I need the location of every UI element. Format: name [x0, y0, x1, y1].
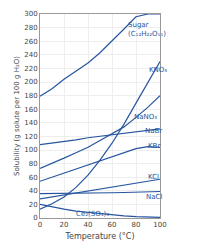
svg-text:0: 0 [38, 221, 42, 229]
svg-text:20: 20 [29, 201, 38, 209]
svg-text:300: 300 [24, 10, 37, 18]
svg-text:240: 240 [24, 51, 37, 59]
svg-text:60: 60 [108, 221, 117, 229]
svg-text:NaBr: NaBr [145, 127, 162, 135]
svg-text:Ce₂(SO₄)₃: Ce₂(SO₄)₃ [76, 210, 109, 218]
svg-text:120: 120 [24, 133, 37, 141]
svg-text:80: 80 [29, 160, 38, 168]
svg-text:60: 60 [29, 174, 38, 182]
svg-text:40: 40 [84, 221, 93, 229]
svg-text:100: 100 [24, 146, 37, 154]
svg-text:0: 0 [33, 214, 37, 222]
svg-text:280: 280 [24, 24, 37, 32]
svg-text:160: 160 [24, 106, 37, 114]
svg-text:NaNO₃: NaNO₃ [134, 113, 157, 121]
svg-text:KNO₃: KNO₃ [149, 66, 167, 74]
svg-text:Temperature (°C): Temperature (°C) [64, 232, 134, 241]
svg-text:200: 200 [24, 78, 37, 86]
svg-text:KBr: KBr [148, 142, 160, 150]
svg-text:260: 260 [24, 38, 37, 46]
svg-text:220: 220 [24, 65, 37, 73]
svg-text:40: 40 [29, 187, 38, 195]
svg-text:NaCl: NaCl [146, 193, 162, 201]
svg-text:Solubility (g solute per 100 g: Solubility (g solute per 100 g H₂O) [13, 56, 21, 176]
svg-text:KCl: KCl [148, 173, 159, 181]
svg-text:Sugar(C₁₂H₂₂O₁₁): Sugar(C₁₂H₂₂O₁₁) [128, 21, 166, 38]
svg-text:20: 20 [60, 221, 69, 229]
svg-text:140: 140 [24, 119, 37, 127]
svg-text:80: 80 [132, 221, 141, 229]
svg-text:100: 100 [153, 221, 166, 229]
svg-text:180: 180 [24, 92, 37, 100]
